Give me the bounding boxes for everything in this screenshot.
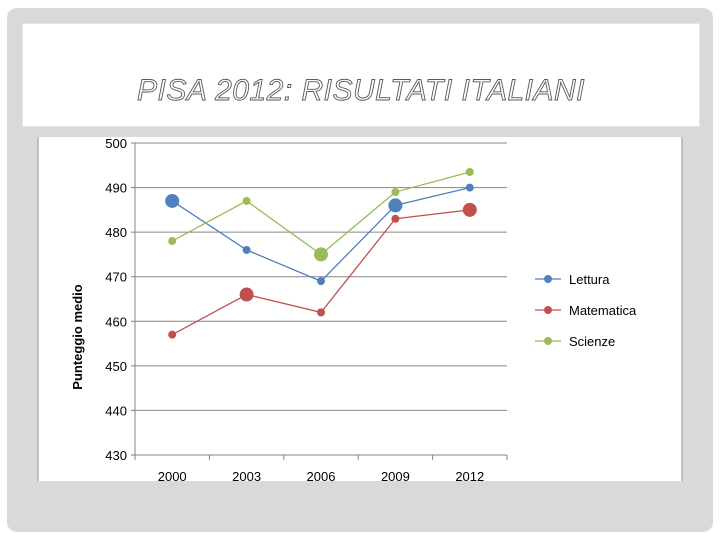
x-tick-label: 2000 (158, 469, 187, 481)
data-point-lettura (388, 198, 403, 213)
y-tick-label: 480 (105, 225, 127, 240)
legend-label: Scienze (569, 334, 615, 349)
data-point-scienze (242, 196, 251, 205)
chart-left-border (37, 137, 39, 481)
y-tick-label: 470 (105, 270, 127, 285)
axes (131, 142, 508, 460)
data-point-matematica (462, 202, 477, 217)
slide-title: PISA 2012: RISULTATI ITALIANI (137, 74, 585, 108)
y-tick-label: 440 (105, 403, 127, 418)
data-point-scienze (314, 247, 328, 262)
y-tick-label: 450 (105, 359, 127, 374)
legend-label: Lettura (569, 272, 610, 287)
legend-marker (544, 306, 552, 314)
series-line-lettura (171, 186, 470, 282)
title-box: PISA 2012: RISULTATI ITALIANI (22, 23, 700, 127)
x-tick-label: 2012 (455, 469, 484, 481)
legend-marker (544, 337, 552, 345)
y-tick-label: 460 (105, 314, 127, 329)
x-tick-label: 2006 (307, 469, 336, 481)
data-point-matematica (391, 214, 400, 223)
y-tick-labels: 430 440 450 460 470 480 490 500 (105, 136, 127, 463)
chart-right-border (681, 137, 683, 481)
x-tick-label: 2003 (232, 469, 261, 481)
x-tick-label: 2009 (381, 469, 410, 481)
legend-label: Matematica (569, 303, 637, 318)
y-tick-label: 430 (105, 448, 127, 463)
data-point-lettura (317, 277, 325, 286)
legend: Lettura Matematica Scienze (535, 272, 637, 349)
y-tick-label: 490 (105, 181, 127, 196)
legend-marker (544, 275, 552, 283)
data-point-lettura (165, 193, 180, 208)
data-point-matematica (239, 287, 254, 302)
data-point-lettura (465, 183, 474, 192)
data-point-scienze (391, 188, 400, 197)
series-line-scienze (171, 171, 470, 256)
series (165, 167, 477, 339)
y-axis-label: Punteggio medio (70, 284, 85, 390)
x-tick-labels: 2000 2003 2006 2009 2012 (158, 469, 485, 484)
data-point-matematica (168, 330, 177, 339)
data-point-scienze (465, 167, 474, 176)
data-point-lettura (242, 245, 251, 254)
data-point-scienze (168, 237, 177, 246)
y-tick-label: 500 (105, 137, 127, 151)
gridlines (135, 142, 507, 411)
chart-area: 430 440 450 460 470 480 490 500 2000 2003 2006 200… (37, 136, 683, 484)
data-point-matematica (317, 308, 325, 317)
